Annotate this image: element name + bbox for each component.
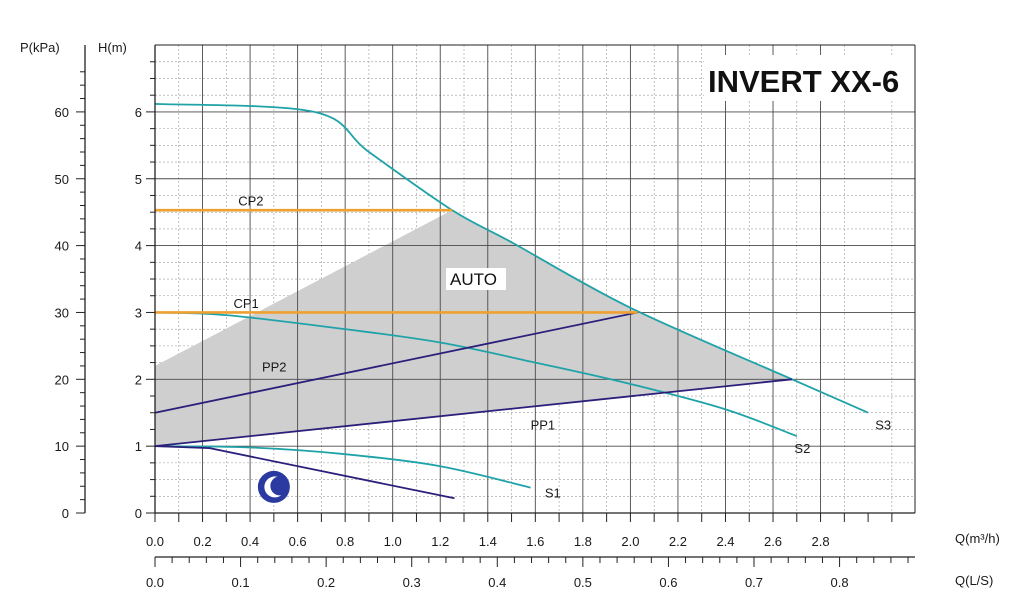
x2-tick-label: 0.4 bbox=[488, 575, 506, 590]
y-tick-label: 1 bbox=[135, 439, 142, 454]
curves-layer bbox=[154, 102, 869, 500]
x2-tick-label: 0.5 bbox=[574, 575, 592, 590]
curve-pp2 bbox=[154, 311, 638, 414]
curve-s3 bbox=[154, 102, 869, 414]
y2-axis-title: P(kPa) bbox=[20, 40, 60, 55]
x-tick-label: 0.0 bbox=[146, 534, 164, 549]
moon-icon-cutout bbox=[270, 476, 290, 496]
y-tick-label: 5 bbox=[135, 172, 142, 187]
curve-label-cp1: CP1 bbox=[233, 296, 258, 311]
y-tick-label: 0 bbox=[135, 506, 142, 521]
x-tick-label: 1.6 bbox=[526, 534, 544, 549]
x2-tick-label: 0.0 bbox=[146, 575, 164, 590]
curve-label-pp1: PP1 bbox=[531, 417, 556, 432]
auto-region bbox=[155, 210, 793, 447]
curve-label-s3: S3 bbox=[875, 417, 891, 432]
x2-tick-label: 0.3 bbox=[403, 575, 421, 590]
curve-s2 bbox=[154, 311, 798, 437]
x-tick-label: 1.0 bbox=[384, 534, 402, 549]
auto-label-background bbox=[446, 268, 506, 290]
curve-label-cp2: CP2 bbox=[238, 193, 263, 208]
x2-tick-label: 0.1 bbox=[232, 575, 250, 590]
chart-title: INVERT XX-6 bbox=[708, 64, 899, 99]
x2-axis-title: Q(L/S) bbox=[955, 573, 993, 588]
curve-label-s2: S2 bbox=[794, 441, 810, 456]
x-tick-label: 1.2 bbox=[431, 534, 449, 549]
title-background bbox=[704, 55, 914, 101]
y2-tick-label: 50 bbox=[55, 172, 69, 187]
x-tick-label: 0.8 bbox=[336, 534, 354, 549]
y-tick-label: 3 bbox=[135, 305, 142, 320]
curve-night bbox=[154, 445, 455, 500]
y2-tick-label: 0 bbox=[62, 506, 69, 521]
y2-tick-label: 40 bbox=[55, 239, 69, 254]
x-tick-label: 0.6 bbox=[289, 534, 307, 549]
x-axis-title: Q(m³/h) bbox=[955, 531, 1000, 546]
x2-tick-label: 0.2 bbox=[317, 575, 335, 590]
curve-label-pp2: PP2 bbox=[262, 359, 287, 374]
curve-label-s1: S1 bbox=[545, 486, 561, 501]
auto-region-label: AUTO bbox=[450, 270, 497, 289]
x-tick-label: 0.4 bbox=[241, 534, 259, 549]
x-tick-label: 2.0 bbox=[621, 534, 639, 549]
y2-tick-label: 30 bbox=[55, 305, 69, 320]
x2-tick-label: 0.7 bbox=[745, 575, 763, 590]
x-tick-label: 2.4 bbox=[716, 534, 734, 549]
x-tick-label: 0.2 bbox=[194, 534, 212, 549]
auto-region-layer bbox=[155, 210, 793, 447]
x2-tick-label: 0.8 bbox=[831, 575, 849, 590]
curve-s1 bbox=[154, 445, 531, 489]
y-tick-label: 6 bbox=[135, 105, 142, 120]
labels-layer: CP2 CP1 PP2 PP1 S1 S2 S3 bbox=[233, 193, 891, 503]
y2-tick-label: 60 bbox=[55, 105, 69, 120]
y2-tick-label: 10 bbox=[55, 439, 69, 454]
y2-tick-label: 20 bbox=[55, 372, 69, 387]
y-axis-title: H(m) bbox=[98, 40, 127, 55]
x2-tick-label: 0.6 bbox=[659, 575, 677, 590]
curve-pp1 bbox=[154, 378, 793, 448]
x-tick-label: 2.2 bbox=[669, 534, 687, 549]
x-tick-label: 1.4 bbox=[479, 534, 497, 549]
y-tick-label: 2 bbox=[135, 372, 142, 387]
x-tick-label: 2.8 bbox=[812, 534, 830, 549]
x-tick-label: 2.6 bbox=[764, 534, 782, 549]
x-tick-label: 1.8 bbox=[574, 534, 592, 549]
y-tick-label: 4 bbox=[135, 239, 142, 254]
